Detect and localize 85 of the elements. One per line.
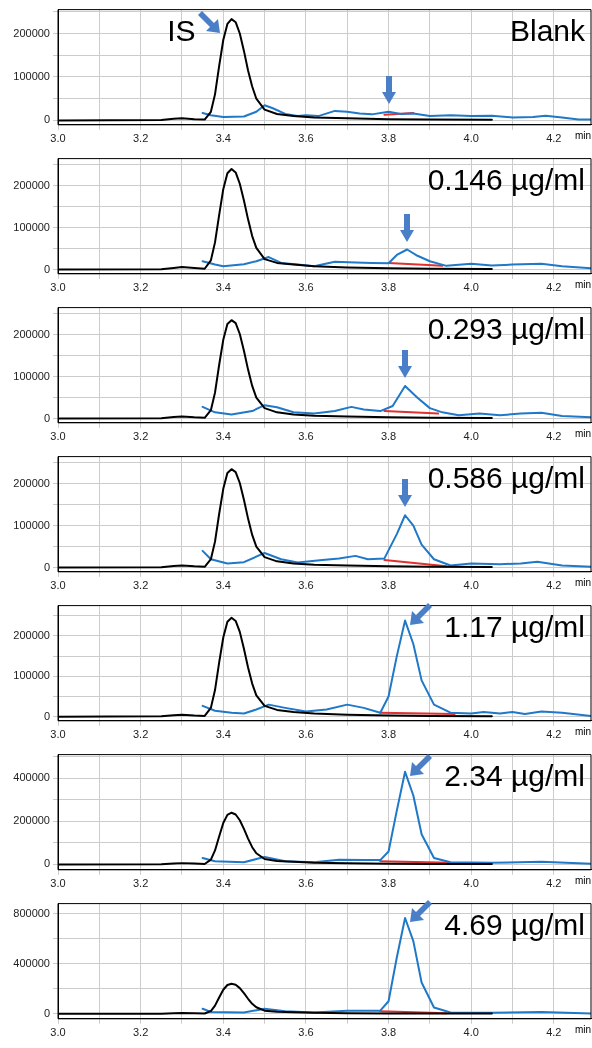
y-tick-label: 0 [43, 113, 50, 126]
y-tick-label: 0 [43, 857, 50, 870]
x-tick-label: 4.0 [463, 281, 479, 294]
x-tick-label: 4.2 [546, 1026, 562, 1039]
y-tick-label: 400000 [13, 771, 50, 784]
x-tick-label: 3.0 [50, 281, 66, 294]
y-tick-label: 100000 [13, 518, 50, 531]
x-tick-label: 3.0 [50, 132, 66, 145]
chart-title: 4.69 µg/ml [444, 907, 585, 941]
y-tick-label: 200000 [13, 814, 50, 827]
y-tick-label: 200000 [13, 628, 50, 641]
y-tick-label: 0 [43, 262, 50, 275]
y-tick-label: 100000 [13, 70, 50, 83]
x-tick-label: 3.6 [298, 1026, 314, 1039]
y-tick-label: 400000 [13, 956, 50, 969]
x-axis-title: min [574, 427, 591, 439]
x-tick-label: 3.8 [380, 728, 397, 741]
x-tick-label: 3.4 [215, 579, 231, 592]
x-tick-label: 3.0 [50, 728, 66, 741]
x-tick-label: 3.2 [132, 877, 149, 890]
x-axis-title: min [574, 129, 591, 141]
x-tick-label: 3.6 [298, 281, 314, 294]
x-tick-label: 3.0 [50, 877, 66, 890]
y-tick-label: 200000 [13, 26, 50, 39]
x-axis-title: min [574, 576, 591, 588]
x-tick-label: 3.4 [215, 132, 231, 145]
x-tick-label: 4.2 [546, 877, 562, 890]
x-tick-label: 4.0 [463, 579, 479, 592]
x-axis-title: min [574, 874, 591, 886]
annotation: IS [167, 14, 196, 48]
x-tick-label: 3.8 [380, 430, 397, 443]
chart-title: 0.586 µg/ml [427, 460, 585, 494]
y-tick-label: 200000 [13, 476, 50, 489]
x-axis-title: min [574, 725, 591, 737]
x-axis-title: min [574, 1023, 591, 1035]
x-tick-label: 3.2 [132, 1026, 149, 1039]
x-tick-label: 4.2 [546, 579, 562, 592]
x-tick-label: 3.4 [215, 430, 231, 443]
y-tick-label: 800000 [13, 906, 50, 919]
y-tick-label: 200000 [13, 178, 50, 191]
x-tick-label: 3.2 [132, 430, 149, 443]
x-tick-label: 3.4 [215, 877, 231, 890]
x-tick-label: 3.8 [380, 579, 397, 592]
x-tick-label: 4.0 [463, 132, 479, 145]
x-tick-label: 4.2 [546, 281, 562, 294]
x-tick-label: 3.0 [50, 430, 66, 443]
x-tick-label: 4.2 [546, 728, 562, 741]
y-tick-label: 100000 [13, 220, 50, 233]
y-tick-label: 200000 [13, 327, 50, 340]
x-tick-label: 3.8 [380, 877, 397, 890]
y-tick-label: 100000 [13, 669, 50, 682]
x-tick-label: 4.0 [463, 1026, 479, 1039]
x-tick-label: 4.0 [463, 728, 479, 741]
x-axis-title: min [574, 278, 591, 290]
y-tick-label: 0 [43, 1006, 50, 1019]
chart-title: 2.34 µg/ml [444, 758, 585, 792]
x-tick-label: 4.2 [546, 430, 562, 443]
x-tick-label: 3.2 [132, 728, 149, 741]
x-tick-label: 3.6 [298, 132, 314, 145]
chart-title: Blank [509, 13, 586, 47]
x-tick-label: 3.2 [132, 132, 149, 145]
x-tick-label: 3.6 [298, 728, 314, 741]
x-tick-label: 3.2 [132, 579, 149, 592]
x-tick-label: 3.0 [50, 1026, 66, 1039]
x-tick-label: 3.6 [298, 579, 314, 592]
y-tick-label: 0 [43, 560, 50, 573]
x-tick-label: 3.6 [298, 430, 314, 443]
x-tick-label: 3.8 [380, 281, 397, 294]
x-tick-label: 3.0 [50, 579, 66, 592]
x-tick-label: 3.4 [215, 281, 231, 294]
x-tick-label: 3.4 [215, 728, 231, 741]
x-tick-label: 3.6 [298, 877, 314, 890]
chart-title: 1.17 µg/ml [444, 609, 585, 643]
x-tick-label: 3.4 [215, 1026, 231, 1039]
x-tick-label: 4.0 [463, 877, 479, 890]
chart-title: 0.146 µg/ml [427, 162, 585, 196]
x-tick-label: 3.8 [380, 132, 397, 145]
x-tick-label: 4.0 [463, 430, 479, 443]
y-tick-label: 0 [43, 709, 50, 722]
x-tick-label: 3.8 [380, 1026, 397, 1039]
chart-title: 0.293 µg/ml [427, 311, 585, 345]
y-tick-label: 0 [43, 411, 50, 424]
x-tick-label: 3.2 [132, 281, 149, 294]
x-tick-label: 4.2 [546, 132, 562, 145]
y-tick-label: 100000 [13, 369, 50, 382]
